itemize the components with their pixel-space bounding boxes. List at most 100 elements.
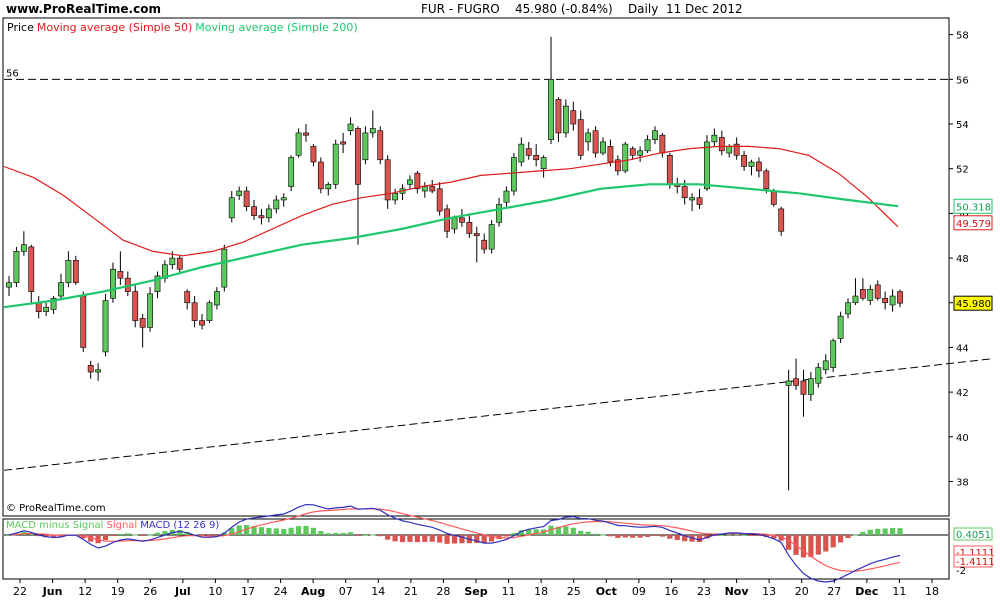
candle: [837, 315, 844, 339]
macd-hist-last-box: [953, 527, 993, 541]
legend-macd-hist: MACD minus Signal: [6, 520, 103, 531]
macd-hist-bar: [110, 534, 116, 537]
x-tick-label: 25: [567, 585, 581, 598]
macd-hist-bar: [273, 528, 279, 535]
macd-hist-bar: [674, 534, 680, 541]
x-tick-label: 17: [241, 585, 255, 598]
candle: [741, 154, 747, 167]
candle: [369, 128, 376, 134]
x-tick-label: 13: [762, 585, 776, 598]
macd-hist-bar: [786, 534, 792, 550]
macd-hist-bar: [28, 533, 34, 535]
period: Daily: [627, 2, 659, 16]
last-ma50-label-box: [953, 215, 993, 231]
macd-tick-label: -2: [956, 566, 966, 577]
macd-hist-bar: [667, 534, 673, 539]
y-tick-label: 50: [956, 209, 969, 220]
macd-line-last-box: [953, 554, 993, 568]
macd-hist-bar: [407, 534, 413, 542]
x-tick-label: Jul: [174, 585, 191, 598]
macd-hist-bar: [563, 526, 569, 535]
candle: [139, 318, 146, 328]
candle: [511, 157, 517, 192]
macd-hist-bar: [555, 526, 562, 535]
candle: [852, 295, 859, 304]
x-tick-label: 28: [436, 585, 450, 598]
macd-hist-bar: [281, 529, 287, 535]
candle: [6, 282, 12, 288]
candle: [748, 161, 755, 167]
x-tick-label: Sep: [464, 585, 487, 598]
candle: [681, 186, 688, 199]
macd-hist-bar: [102, 534, 109, 541]
macd-line-last: -1.4111: [956, 557, 995, 568]
macd-hist-bar: [437, 534, 443, 543]
legend-macd-signal: Signal: [106, 520, 137, 531]
macd-hist-bar: [875, 528, 881, 535]
candle: [488, 224, 495, 250]
candle: [325, 184, 332, 190]
candle: [280, 197, 287, 201]
candle: [756, 161, 762, 172]
x-tick-label: Nov: [725, 585, 750, 598]
candle: [718, 137, 725, 152]
macd-hist-bar: [325, 533, 331, 535]
candle: [347, 123, 354, 132]
candle: [882, 297, 889, 304]
candle: [340, 141, 347, 145]
candle: [726, 146, 733, 154]
candle: [614, 159, 621, 172]
candle: [607, 146, 614, 163]
macd-hist-bar: [355, 534, 361, 536]
x-tick-label: 07: [339, 585, 353, 598]
candle: [72, 259, 79, 283]
candle: [585, 132, 592, 143]
candle: [407, 179, 413, 185]
macd-hist-bar: [140, 534, 146, 536]
macd-hist-bar: [184, 532, 190, 535]
candle: [273, 199, 280, 210]
legend-macd: MACD minus Signal Signal MACD (12 26 9): [6, 520, 219, 531]
macd-hist-bar: [318, 531, 324, 535]
x-tick-label: 14: [371, 585, 385, 598]
candle: [117, 271, 124, 279]
macd-hist-bar: [229, 528, 235, 535]
candle: [897, 291, 903, 304]
candle: [637, 150, 644, 156]
macd-hist-bar: [399, 534, 406, 543]
candle: [80, 295, 87, 348]
macd-hist-bar: [258, 527, 265, 535]
x-tick-label: Aug: [301, 585, 325, 598]
macd-hist-bar: [50, 534, 57, 538]
reference-line-label: 56: [6, 68, 19, 79]
candle: [889, 295, 896, 306]
y-tick-label: 38: [956, 477, 969, 488]
candle: [317, 161, 324, 190]
chart-date: 11 Dec 2012: [665, 2, 743, 16]
macd-hist-bar: [236, 525, 242, 535]
x-tick-label: 24: [274, 585, 288, 598]
legend-price: Price Moving average (Simple 50) Moving av…: [7, 21, 358, 34]
candle: [310, 146, 317, 163]
macd-hist-bar: [748, 534, 755, 536]
y-tick-label: 58: [956, 31, 969, 42]
macd-hist-bar: [734, 534, 740, 536]
x-tick-label: 18: [925, 585, 939, 598]
macd-hist-last: 0.4051: [956, 530, 991, 541]
macd-hist-bar: [244, 525, 250, 535]
candle: [577, 119, 584, 156]
y-tick-label: 42: [956, 388, 969, 399]
candle: [555, 99, 562, 134]
macd-hist-bar: [392, 534, 398, 542]
candle: [644, 139, 651, 152]
macd-hist-bar: [897, 528, 903, 535]
macd-hist-bar: [815, 534, 821, 555]
candle: [822, 360, 829, 371]
candle: [503, 190, 510, 203]
candle: [251, 206, 257, 216]
candle: [392, 192, 398, 201]
macd-hist-bar: [481, 534, 487, 544]
macd-hist-bar: [882, 528, 888, 535]
candle: [176, 257, 183, 270]
y-tick-label: 44: [956, 343, 969, 354]
